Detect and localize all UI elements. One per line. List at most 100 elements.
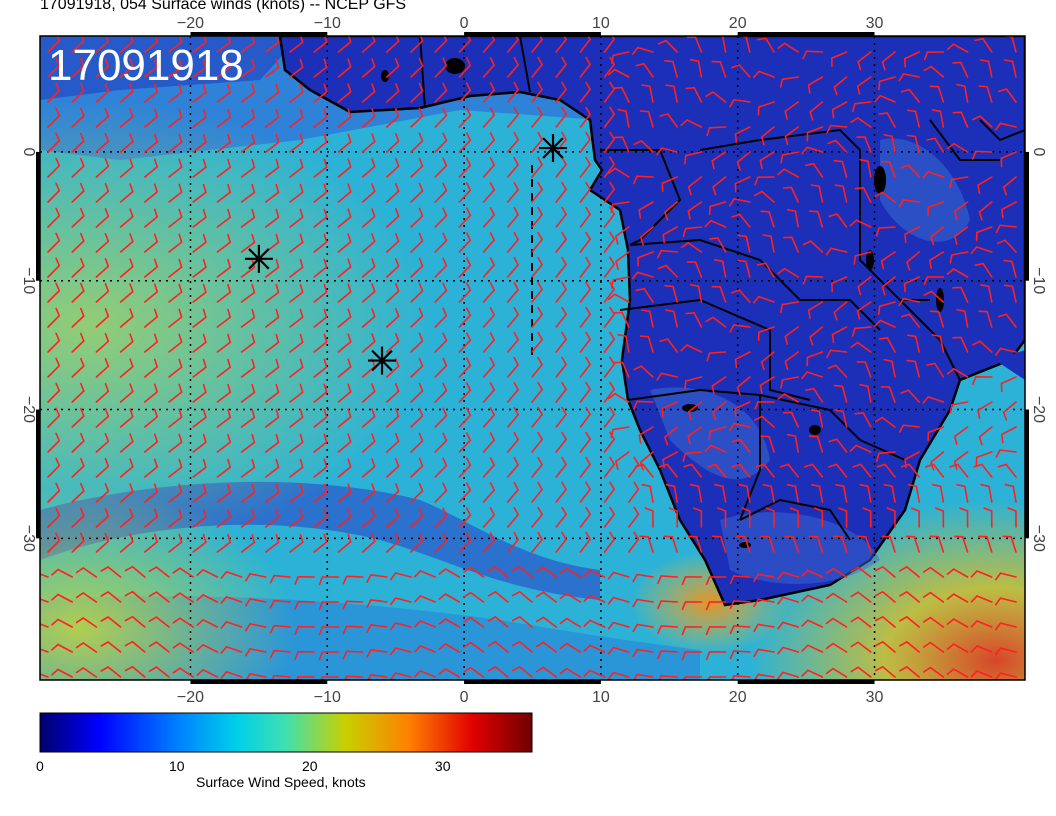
wind-barb (555, 156, 568, 178)
wind-barb (906, 359, 920, 378)
lon-tick-label-bottom: −10 (314, 689, 341, 706)
wind-barb (970, 570, 993, 578)
wind-barb (850, 641, 872, 653)
wind-barb (731, 63, 751, 78)
wind-barb (51, 643, 73, 653)
wind-barb (40, 673, 49, 678)
wind-barb (777, 571, 799, 580)
wind-barb (617, 108, 630, 128)
wind-barb (949, 251, 969, 264)
wind-barb (946, 668, 969, 678)
wind-barb (265, 233, 280, 253)
wind-barb (731, 463, 751, 478)
wind-barb (507, 281, 520, 303)
wind-barb (507, 131, 520, 153)
wind-barb (458, 307, 472, 328)
wind-barb (603, 281, 616, 303)
wind-barb (802, 50, 824, 60)
wind-barb (661, 401, 678, 418)
wind-barb (313, 533, 328, 553)
wind-barb (507, 506, 520, 528)
wind-barb (880, 160, 896, 178)
wind-barb (878, 76, 896, 91)
wind-barb (196, 668, 219, 678)
wind-barb (318, 626, 340, 636)
wind-barb (119, 508, 134, 528)
wind-barb (707, 676, 727, 680)
wind-barb (410, 282, 424, 303)
wind-barb (434, 432, 448, 453)
wind-barb (482, 407, 496, 428)
wind-barb (95, 208, 110, 228)
wind-barb (583, 669, 606, 678)
wind-barb (216, 533, 232, 553)
wind-barb (641, 84, 654, 103)
wind-barb (628, 506, 640, 528)
wind-barb (662, 226, 678, 244)
wind-barb (240, 458, 256, 478)
wind-barb (946, 268, 969, 278)
wind-barb (487, 640, 509, 653)
wind-barb (337, 233, 352, 253)
wind-barb (683, 676, 703, 680)
wind-barb (531, 106, 544, 128)
wind-barb (607, 671, 630, 680)
wind-barb (753, 598, 775, 608)
wind-barb (711, 285, 727, 303)
wind-barb (995, 224, 1017, 234)
wind-barb (614, 226, 630, 245)
wind-barb (638, 426, 654, 444)
wind-barb (555, 306, 568, 328)
wind-barb (458, 207, 472, 228)
wind-barb (168, 58, 183, 78)
wind-barb (434, 132, 448, 153)
wind-barb (168, 83, 183, 103)
wind-barb (434, 357, 448, 378)
wind-barb (825, 247, 848, 256)
wind-barb (313, 258, 328, 278)
wind-barb (995, 122, 1017, 131)
wind-barb (458, 507, 472, 528)
wind-barb (834, 409, 848, 428)
wind-barb (956, 308, 969, 328)
wind-barb (192, 133, 207, 153)
colorbar-tick-label: 0 (36, 758, 44, 774)
wind-barb (637, 251, 654, 267)
wind-barb (47, 207, 61, 228)
wind-barb (801, 146, 824, 155)
wind-barb (881, 535, 896, 553)
wind-barb (458, 182, 472, 203)
wind-barb (148, 641, 170, 653)
wind-barb (240, 508, 256, 528)
wind-barb (463, 641, 485, 653)
wind-barb (361, 408, 376, 428)
wind-barb (265, 458, 280, 478)
wind-barb (607, 68, 630, 78)
wind-barb (192, 83, 207, 103)
wind-barb (1000, 151, 1017, 168)
wind-barb (741, 507, 751, 528)
wind-barb (878, 301, 896, 315)
wind-barb (633, 365, 654, 378)
wind-barb (856, 361, 872, 378)
wind-barb (47, 307, 61, 328)
wind-barb (245, 598, 267, 607)
wind-barb (856, 76, 872, 95)
wind-barb (874, 640, 896, 653)
wind-barb (337, 383, 352, 403)
wind-barb (687, 426, 703, 445)
wind-barb (71, 407, 85, 428)
wind-barb (410, 232, 424, 253)
lon-tick-label-top: 10 (592, 15, 610, 32)
wind-barb (40, 598, 49, 603)
wind-barb (386, 508, 400, 528)
wind-barb (531, 281, 544, 303)
wind-barb (930, 451, 945, 471)
wind-barb (603, 156, 616, 178)
wind-barb (361, 483, 376, 503)
wind-barb (95, 408, 110, 428)
wind-barb (95, 508, 110, 528)
wind-barb (878, 337, 896, 353)
wind-barb (689, 483, 703, 503)
wind-barb (953, 426, 969, 445)
